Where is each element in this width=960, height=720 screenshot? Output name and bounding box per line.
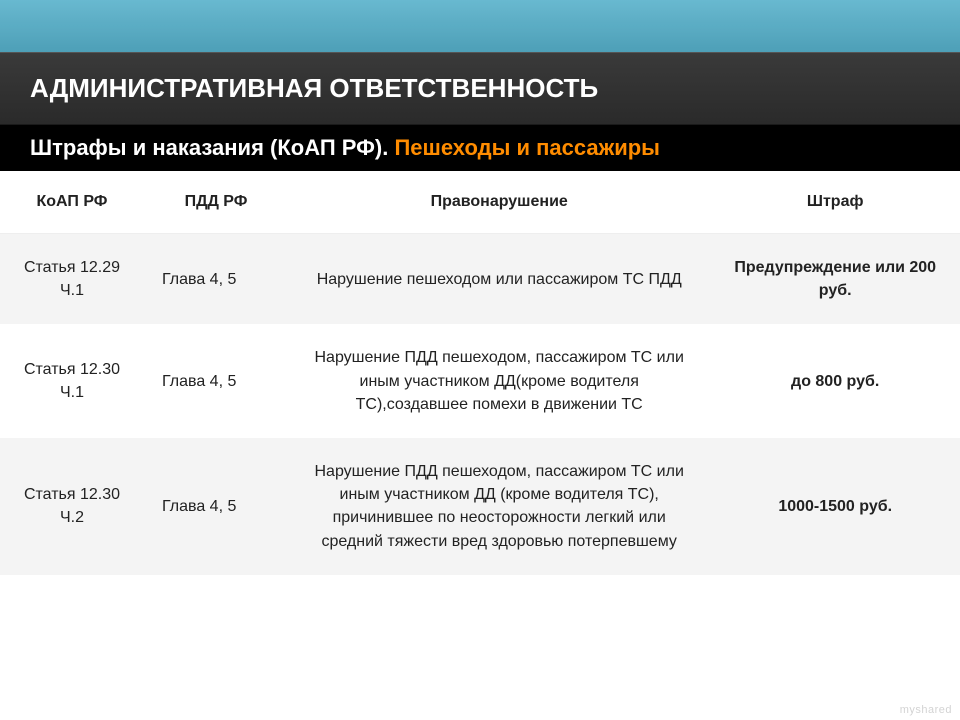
page-title: АДМИНИСТРАТИВНАЯ ОТВЕТСТВЕННОСТЬ (30, 73, 598, 103)
fines-table: КоАП РФ ПДД РФ Правонарушение Штраф Стат… (0, 171, 960, 575)
cell-violation: Нарушение ПДД пешеходом, пассажиром ТС и… (288, 324, 710, 438)
col-header-fine: Штраф (710, 171, 960, 234)
subheader-prefix: Штрафы и наказания (КоАП РФ). (30, 135, 394, 160)
cell-fine: Предупреждение или 200 руб. (710, 234, 960, 325)
table-row: Статья 12.29 Ч.1 Глава 4, 5 Нарушение пе… (0, 234, 960, 325)
sub-header: Штрафы и наказания (КоАП РФ). Пешеходы и… (0, 125, 960, 171)
cell-koap: Статья 12.30 Ч.2 (0, 438, 144, 575)
col-header-koap: КоАП РФ (0, 171, 144, 234)
page-title-bar: АДМИНИСТРАТИВНАЯ ОТВЕТСТВЕННОСТЬ (0, 52, 960, 125)
col-header-violation: Правонарушение (288, 171, 710, 234)
top-banner (0, 0, 960, 52)
cell-koap: Статья 12.30 Ч.1 (0, 324, 144, 438)
cell-fine: до 800 руб. (710, 324, 960, 438)
watermark: myshared (900, 704, 952, 716)
table-header-row: КоАП РФ ПДД РФ Правонарушение Штраф (0, 171, 960, 234)
cell-pdd: Глава 4, 5 (144, 324, 288, 438)
cell-fine: 1000-1500 руб. (710, 438, 960, 575)
cell-violation: Нарушение ПДД пешеходом, пассажиром ТС и… (288, 438, 710, 575)
cell-pdd: Глава 4, 5 (144, 234, 288, 325)
table-row: Статья 12.30 Ч.2 Глава 4, 5 Нарушение ПД… (0, 438, 960, 575)
table-row: Статья 12.30 Ч.1 Глава 4, 5 Нарушение ПД… (0, 324, 960, 438)
cell-violation: Нарушение пешеходом или пассажиром ТС ПД… (288, 234, 710, 325)
col-header-pdd: ПДД РФ (144, 171, 288, 234)
cell-koap: Статья 12.29 Ч.1 (0, 234, 144, 325)
cell-pdd: Глава 4, 5 (144, 438, 288, 575)
subheader-highlight: Пешеходы и пассажиры (394, 135, 660, 160)
